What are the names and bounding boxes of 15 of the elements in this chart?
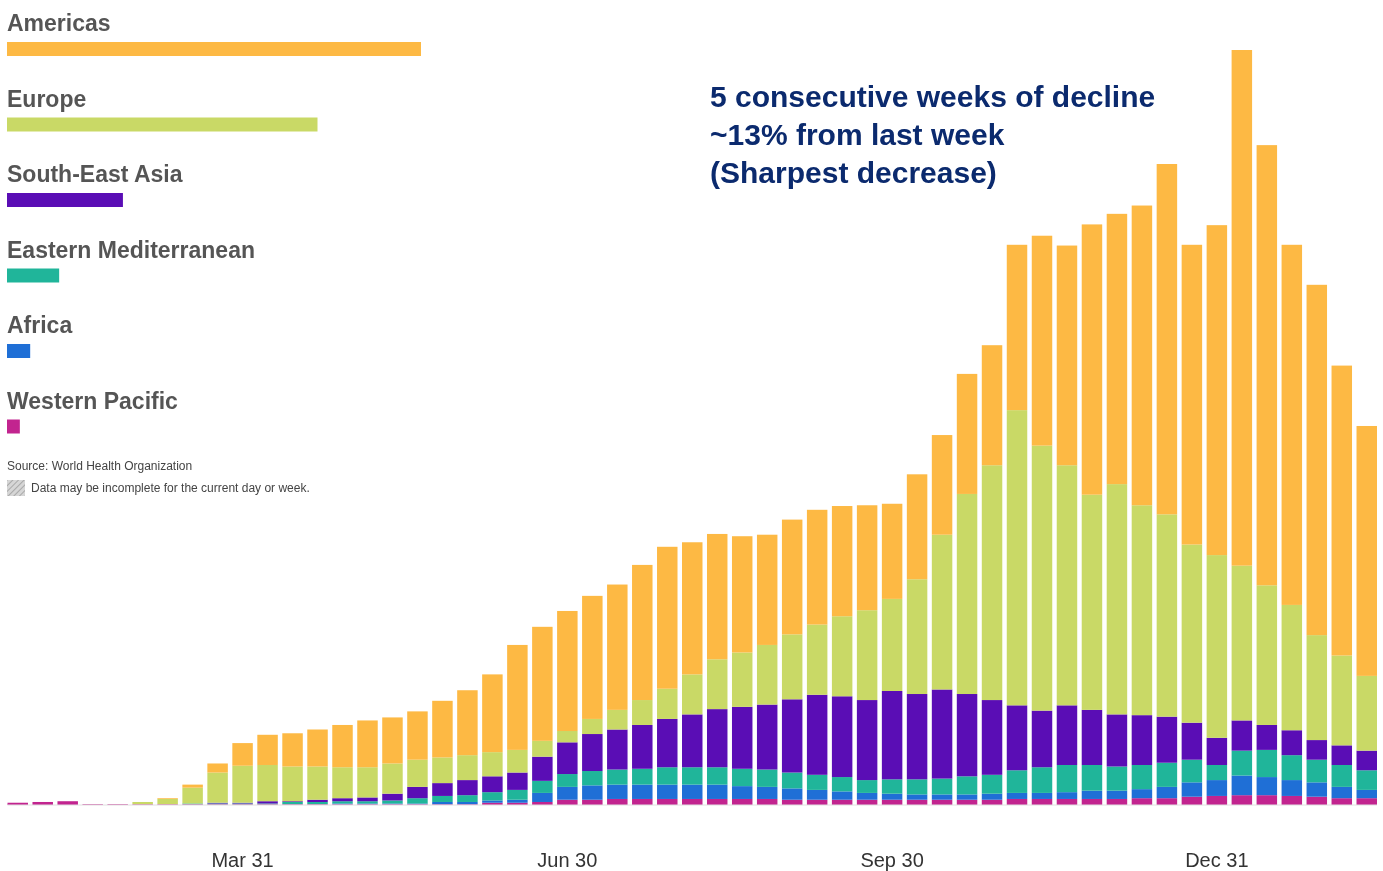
x-tick-label: Jun 30	[537, 849, 598, 871]
annotation: Source: World Health Organization	[7, 459, 193, 474]
y-tick-label: Eastern Mediterranean	[7, 236, 255, 263]
y-tick-label: Europe	[7, 85, 87, 112]
y-tick-label: Africa	[7, 312, 73, 339]
x-tick-label: Sep 30	[860, 849, 924, 871]
x-tick-label: Mar 31	[211, 849, 274, 871]
annotation: ~13% from last week	[710, 117, 1005, 151]
y-tick-label: South-East Asia	[7, 161, 183, 188]
annotation: 5 consecutive weeks of decline	[710, 79, 1156, 113]
y-tick-label: Americas	[7, 10, 111, 37]
x-tick-label: Dec 31	[1185, 849, 1249, 871]
annotation: (Sharpest decrease)	[710, 155, 997, 189]
annotation: Data may be incomplete for the current day or week.	[31, 481, 310, 496]
y-tick-label: Western Pacific	[7, 387, 179, 414]
